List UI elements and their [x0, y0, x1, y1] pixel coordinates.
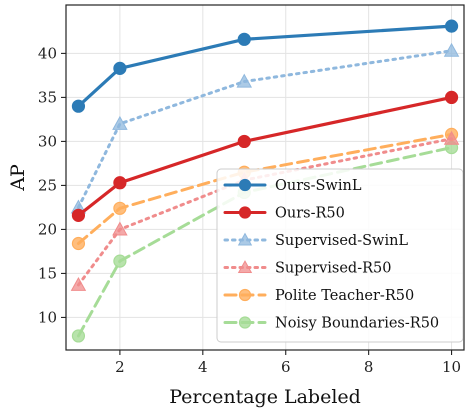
circle-marker — [113, 254, 127, 268]
series-supervised-swinl — [70, 42, 460, 214]
circle-marker — [237, 32, 251, 46]
triangle-marker — [443, 42, 460, 57]
circle-marker — [238, 316, 252, 329]
legend-item: Polite Teacher-R50 — [223, 288, 414, 304]
legend-item: Supervised-R50 — [223, 260, 391, 277]
series-line — [76, 95, 454, 217]
series-ours-r50 — [71, 90, 459, 222]
circle-marker — [238, 178, 252, 192]
y-tick-label: 15 — [38, 264, 57, 282]
triangle-marker — [112, 115, 128, 130]
series-line — [76, 137, 454, 287]
legend-item: Noisy Boundaries-R50 — [223, 316, 439, 332]
legend-label: Noisy Boundaries-R50 — [275, 316, 439, 332]
circle-marker — [71, 236, 86, 251]
legend-item: Ours-SwinL — [223, 178, 362, 194]
y-tick-label: 20 — [38, 220, 57, 238]
circle-marker — [113, 176, 127, 190]
circle-marker — [444, 19, 459, 33]
circle-marker — [71, 329, 86, 343]
triangle-marker — [70, 276, 87, 291]
y-tick-label: 30 — [38, 132, 57, 150]
legend-label: Ours-SwinL — [275, 178, 362, 194]
series-line — [76, 49, 454, 209]
x-tick-label: 8 — [364, 358, 374, 376]
series-ours-swinl — [71, 19, 459, 113]
triangle-marker — [237, 232, 253, 246]
circle-marker — [238, 288, 252, 302]
y-tick-label: 40 — [38, 44, 57, 62]
legend-label: Supervised-SwinL — [275, 233, 408, 249]
legend-item: Supervised-SwinL — [223, 232, 408, 249]
series-line — [76, 132, 454, 246]
circle-marker — [113, 61, 127, 75]
circle-marker — [237, 134, 251, 149]
circle-marker — [71, 99, 86, 113]
circle-marker — [444, 90, 459, 105]
x-tick-label: 4 — [198, 358, 208, 376]
triangle-marker — [236, 73, 253, 88]
plot-frame — [65, 4, 465, 351]
x-axis-title: Percentage Labeled — [169, 386, 361, 408]
x-tick-label: 6 — [281, 358, 291, 376]
y-tick-label: 35 — [38, 88, 57, 106]
triangle-marker — [443, 130, 460, 145]
tick-layer: 2 4 6 8 10 10 15 20 25 30 35 40 — [38, 44, 461, 376]
triangle-marker — [112, 221, 128, 236]
circle-marker — [113, 201, 127, 215]
triangle-marker — [237, 260, 253, 274]
legend-label: Supervised-R50 — [275, 261, 391, 277]
legend: Ours-SwinL Ours-R50 Supervised-SwinL Superv… — [216, 168, 464, 343]
legend-label: Polite Teacher-R50 — [275, 288, 414, 304]
y-axis-title: AP — [7, 164, 29, 192]
x-tick-label: 10 — [442, 358, 461, 376]
y-tick-label: 10 — [38, 308, 57, 326]
legend-box — [216, 168, 464, 343]
series-line — [76, 24, 454, 108]
circle-marker — [71, 208, 86, 222]
circle-marker — [238, 206, 252, 219]
legend-item: Ours-R50 — [223, 206, 345, 222]
y-tick-label: 25 — [38, 176, 57, 194]
legend-label: Ours-R50 — [275, 206, 345, 222]
x-tick-label: 2 — [115, 358, 125, 376]
